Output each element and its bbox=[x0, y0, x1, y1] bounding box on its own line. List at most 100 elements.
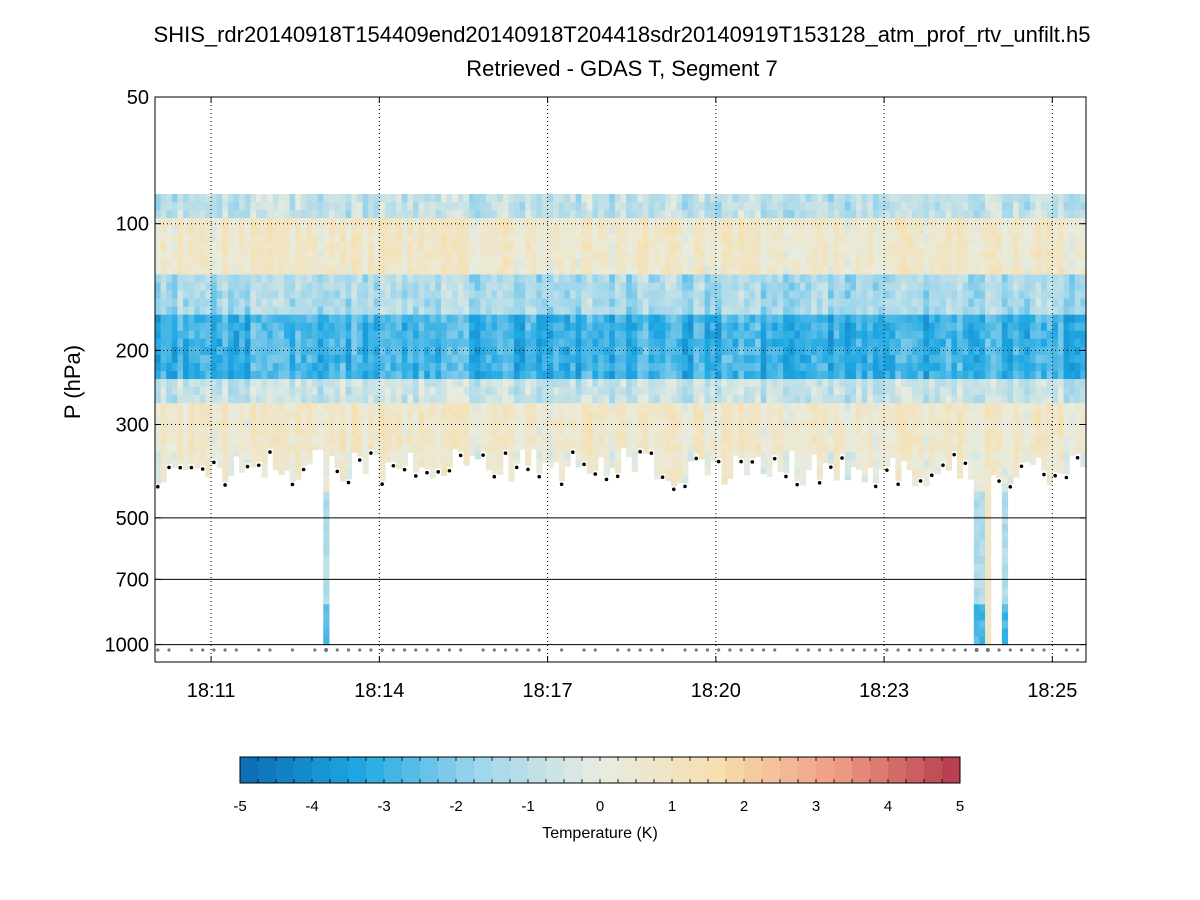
heatmap-cell bbox=[906, 330, 913, 340]
heatmap-cell bbox=[732, 443, 739, 453]
heatmap-cell bbox=[183, 210, 190, 219]
heatmap-cell bbox=[508, 443, 515, 453]
heatmap-cell bbox=[743, 419, 751, 428]
heatmap-cell bbox=[614, 258, 622, 268]
heatmap-cell bbox=[564, 338, 571, 348]
heatmap-cell bbox=[441, 443, 448, 453]
heatmap-cell bbox=[480, 330, 487, 340]
heatmap-cell bbox=[755, 379, 762, 388]
heatmap-cell bbox=[805, 242, 812, 251]
heatmap-cell bbox=[323, 298, 330, 308]
heatmap-cell bbox=[345, 226, 352, 235]
heatmap-cell bbox=[222, 282, 229, 292]
heatmap-cell bbox=[771, 193, 779, 203]
heatmap-cell bbox=[906, 193, 913, 203]
heatmap-cell bbox=[469, 419, 476, 428]
heatmap-cell bbox=[805, 202, 812, 211]
heatmap-cell bbox=[205, 338, 212, 348]
heatmap-cell bbox=[553, 218, 560, 227]
heatmap-cell bbox=[586, 226, 594, 235]
heatmap-cell bbox=[166, 306, 173, 316]
heatmap-cell bbox=[912, 210, 919, 219]
heatmap-cell bbox=[441, 242, 448, 251]
heatmap-cell bbox=[766, 266, 773, 276]
heatmap-cell bbox=[340, 290, 347, 300]
heatmap-cell bbox=[323, 548, 330, 557]
heatmap-cell bbox=[682, 193, 689, 203]
heatmap-cell bbox=[755, 266, 762, 276]
heatmap-cell bbox=[216, 193, 223, 203]
heatmap-cell bbox=[598, 346, 605, 356]
heatmap-cell bbox=[788, 258, 795, 268]
heatmap-cell bbox=[384, 435, 392, 445]
heatmap-cell bbox=[934, 210, 941, 219]
heatmap-cell bbox=[934, 322, 941, 332]
heatmap-cell bbox=[799, 451, 807, 461]
heatmap-cell bbox=[547, 395, 554, 404]
heatmap-cell bbox=[631, 290, 638, 300]
heatmap-cell bbox=[957, 459, 964, 469]
heatmap-cell bbox=[906, 266, 913, 276]
heatmap-cell bbox=[586, 250, 594, 259]
heatmap-cell bbox=[166, 451, 173, 461]
heatmap-cell bbox=[519, 202, 526, 211]
heatmap-cell bbox=[928, 202, 936, 211]
heatmap-cell bbox=[732, 234, 739, 243]
heatmap-cell bbox=[452, 210, 459, 219]
heatmap-cell bbox=[951, 387, 958, 396]
heatmap-cell bbox=[715, 395, 723, 404]
heatmap-cell bbox=[379, 290, 386, 300]
heatmap-cell bbox=[278, 427, 285, 436]
heatmap-cell bbox=[261, 443, 268, 453]
heatmap-cell bbox=[721, 403, 728, 412]
heatmap-cell bbox=[631, 258, 638, 268]
heatmap-cell bbox=[171, 403, 179, 412]
heatmap-cell bbox=[670, 330, 678, 340]
heatmap-cell bbox=[687, 202, 695, 211]
heatmap-cell bbox=[732, 435, 739, 445]
heatmap-cell bbox=[923, 274, 930, 284]
heatmap-cell bbox=[575, 403, 582, 412]
heatmap-cell bbox=[670, 467, 678, 477]
heatmap-cell bbox=[884, 371, 891, 380]
heatmap-cell bbox=[917, 459, 924, 469]
heatmap-cell bbox=[648, 435, 655, 445]
heatmap-cell bbox=[317, 362, 324, 372]
heatmap-cell bbox=[940, 387, 947, 396]
heatmap-cell bbox=[485, 387, 493, 396]
heatmap-cell bbox=[211, 202, 218, 211]
heatmap-cell bbox=[536, 387, 543, 396]
heatmap-cell bbox=[727, 250, 734, 259]
heatmap-cell bbox=[508, 338, 515, 348]
heatmap-cell bbox=[485, 274, 493, 284]
heatmap-cell bbox=[222, 403, 229, 412]
heatmap-cell bbox=[379, 193, 386, 203]
heatmap-cell bbox=[435, 459, 442, 469]
heatmap-cell bbox=[861, 290, 868, 300]
heatmap-cell bbox=[368, 282, 375, 292]
heatmap-cell bbox=[704, 290, 711, 300]
heatmap-cell bbox=[536, 419, 543, 428]
heatmap-cell bbox=[659, 395, 666, 404]
heatmap-cell bbox=[323, 499, 330, 509]
heatmap-cell bbox=[788, 330, 795, 340]
heatmap-cell bbox=[272, 435, 279, 445]
heatmap-cell bbox=[771, 338, 779, 348]
heatmap-cell bbox=[586, 322, 594, 332]
heatmap-cell bbox=[396, 266, 403, 276]
heatmap-cell bbox=[816, 298, 824, 308]
heatmap-cell bbox=[553, 282, 560, 292]
heatmap-cell bbox=[553, 202, 560, 211]
heatmap-cell bbox=[844, 419, 852, 428]
heatmap-cell bbox=[278, 202, 285, 211]
heatmap-cell bbox=[805, 218, 812, 227]
heatmap-cell bbox=[665, 266, 672, 276]
heatmap-cell bbox=[867, 290, 874, 300]
heatmap-cell bbox=[665, 411, 672, 420]
heatmap-cell bbox=[227, 467, 235, 476]
heatmap-cell bbox=[463, 314, 470, 324]
heatmap-cell bbox=[278, 330, 285, 340]
heatmap-cell bbox=[446, 362, 453, 372]
heatmap-cell bbox=[654, 202, 661, 211]
heatmap-cell bbox=[435, 282, 442, 292]
